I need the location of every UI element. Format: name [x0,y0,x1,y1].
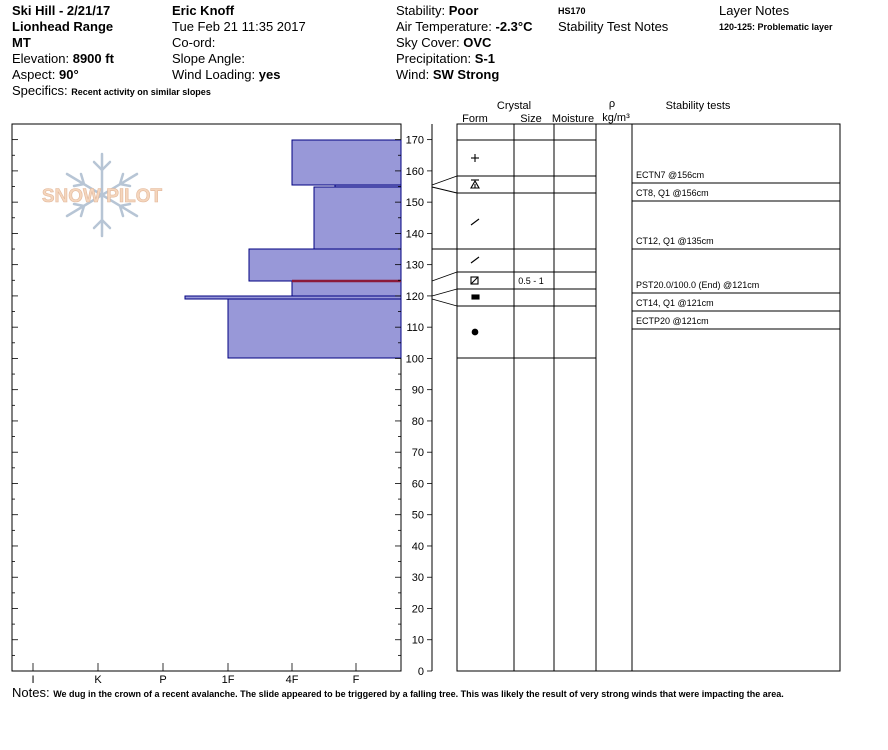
depth-label: 30 [412,572,424,584]
depth-label: 140 [406,228,424,240]
depth-label: 170 [406,135,424,147]
hardness-layer [313,186,402,250]
range-name: Lionhead Range [12,19,114,34]
datetime: Tue Feb 21 11:35 2017 [172,19,306,34]
depth-axis: 0 10 20 30 40 50 60 70 80 90 100 110 120 130 140 150 160… [406,135,432,678]
hardness-frame [11,123,402,672]
depth-label: 10 [412,635,424,647]
snowflake-icon [65,152,139,238]
snowpilot-logo: SNOW PILOT [42,152,163,238]
wind-loading: Wind Loading: yes [172,67,281,82]
density-unit: kg/m³ [602,112,630,124]
stability-test: CT8, Q1 @156cm [636,188,709,198]
hardness-label: 4F [286,674,299,686]
wind: Wind: SW Strong [396,67,500,82]
hardness-layer [227,298,402,359]
stability-test: PST20.0/100.0 (End) @121cm [636,280,759,290]
depth-label: 0 [418,666,424,678]
elevation: Elevation: 8900 ft [12,51,114,66]
stability-test: CT12, Q1 @135cm [636,236,714,246]
depth-label: 20 [412,603,424,615]
stability-test: CT14, Q1 @121cm [636,298,714,308]
depth-label: 110 [406,322,424,334]
stability-test: ECTP20 @121cm [636,316,709,326]
specifics: Specifics: Recent activity on similar sl… [12,83,211,98]
slash-icon [470,256,480,264]
depth-label: 90 [412,385,424,397]
depth-label: 100 [406,353,424,365]
stability-test: ECTN7 @156cm [636,170,704,180]
hardness-layer [291,280,402,297]
depth-label: 150 [406,197,424,209]
stability-tests-header: Stability tests [666,100,731,112]
hardness-frame-ticks [12,139,401,656]
hardness-label: F [353,674,360,686]
notes: Notes: We dug in the crown of a recent a… [12,684,882,703]
layer-note: 120-125: Problematic layer [719,22,833,32]
state: MT [12,35,31,50]
depth-label: 120 [406,291,424,303]
header-col-2: Eric Knoff Tue Feb 21 11:35 2017 Co-ord:… [172,3,306,83]
header-col-4: HS170 Stability Test Notes [558,3,668,35]
depth-connectors [431,175,458,307]
hardness-label: K [94,674,102,686]
stability-tests-list: ECTN7 @156cm CT8, Q1 @156cm CT12, Q1 @13… [636,170,759,326]
crystal-table [456,123,841,672]
stability: Stability: Poor [396,3,479,18]
hardness-layer [248,248,402,282]
moisture-header: Moisture [552,113,594,125]
form-header: Form [462,113,488,125]
crystal-forms [470,154,480,336]
precipitation: Precipitation: S-1 [396,51,496,66]
header-col-5: Layer Notes 120-125: Problematic layer [719,3,833,35]
notes-label: Notes: [12,685,50,700]
header-col-1: Ski Hill - 2/21/17 Lionhead Range MT Ele… [12,3,211,100]
plus-icon [471,154,479,162]
depth-label: 50 [412,510,424,522]
square-slash-icon [470,276,479,285]
depth-label: 70 [412,447,424,459]
layer-notes-title: Layer Notes [719,3,790,18]
header-col-3: Stability: Poor Air Temperature: -2.3°C … [396,3,532,83]
total-snow-height: HS170 [558,6,586,16]
slash-icon [470,218,480,226]
filled-circle-icon [471,328,479,336]
stability-test-notes-title: Stability Test Notes [558,19,669,34]
hardness-layer [291,139,402,186]
crystal-size: 0.5 - 1 [518,276,544,286]
coord: Co-ord: [172,35,216,50]
slope-angle: Slope Angle: [172,51,246,66]
aspect: Aspect: 90° [12,67,79,82]
filled-rect-icon [471,294,480,300]
sky-cover: Sky Cover: OVC [396,35,492,50]
hardness-label: I [31,674,34,686]
depth-label: 40 [412,541,424,553]
hardness-axis: I K P 1F 4F F [31,663,360,686]
snowpilot-logo-text: SNOW PILOT [42,186,163,207]
hardness-label: P [159,674,166,686]
hardness-layers [184,139,402,359]
depth-label: 130 [406,260,424,272]
observer-name: Eric Knoff [172,3,235,18]
air-temperature: Air Temperature: -2.3°C [396,19,533,34]
surface-hoar-icon [470,179,480,189]
depth-label: 60 [412,478,424,490]
crystal-header: Crystal [497,100,531,112]
hardness-label: 1F [222,674,235,686]
notes-text: We dug in the crown of a recent avalanch… [53,689,784,699]
depth-label: 160 [406,166,424,178]
size-header: Size [520,113,541,125]
location-title: Ski Hill - 2/21/17 [12,3,111,18]
depth-label: 80 [412,416,424,428]
density-symbol: ρ [609,98,615,110]
